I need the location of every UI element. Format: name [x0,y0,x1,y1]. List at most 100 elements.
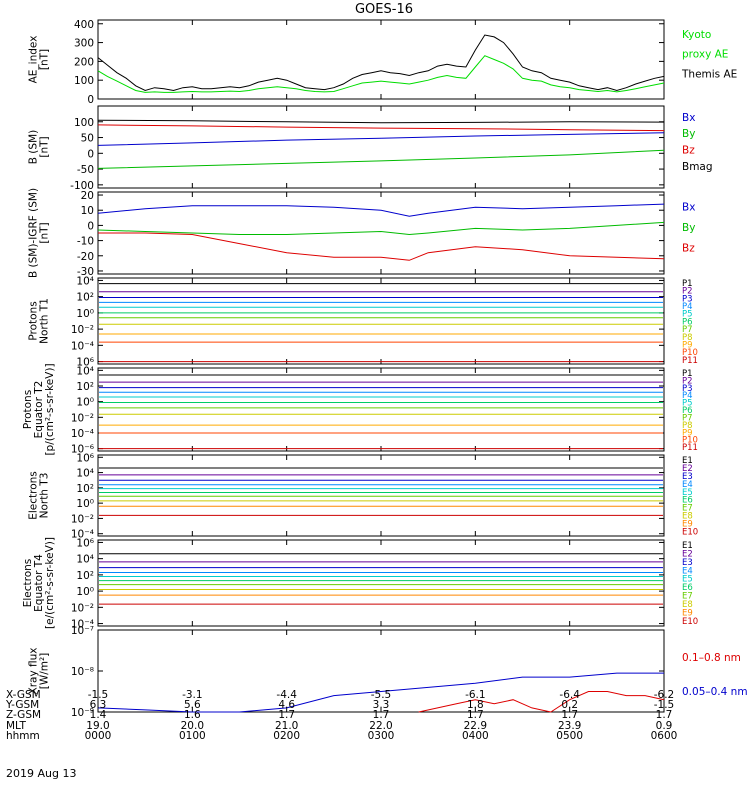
x-axis-row-label: X-GSM [6,689,41,701]
y-tick-label: 10⁻⁶ [71,444,94,456]
x-axis-value: 20.0 [181,720,204,732]
legend-label: P6 [682,317,693,327]
y-tick-label: 10⁻⁴ [71,619,94,631]
x-axis-value: 0000 [85,730,112,742]
y-tick-label: 10⁻⁴ [71,428,94,440]
y-tick-label: 10⁰ [76,498,94,510]
legend-label: E1 [682,541,693,551]
legend-label: E8 [682,512,693,522]
x-axis-value: 0600 [651,730,678,742]
panel-bigrf: -30 -20 -10 0 10 20 B (SM)-IGRF (SM)[nT] Bx By Bz [28,188,696,278]
x-axis-value: -1.5 [88,689,109,701]
legend-label: P5 [682,310,693,320]
panel-frame [97,105,665,189]
y-tick-label: 400 [74,19,94,31]
legend-label: E10 [682,617,698,627]
x-axis-value: 3.3 [373,699,390,711]
y-tick-label: 10⁻² [71,412,94,424]
x-axis-value: 0400 [462,730,489,742]
y-tick-label: 10⁶ [76,452,94,464]
series-line [97,203,665,217]
y-tick-label: -20 [77,251,94,263]
legend-label: P7 [682,325,693,335]
x-axis-value: 0.2 [561,699,578,711]
legend-label: E9 [682,520,693,530]
panel-frame [97,367,665,452]
y-tick-label: 10⁴ [76,365,94,377]
series-line [97,149,665,169]
legend-label: Bz [682,145,695,157]
panel-ae: 0 100 200 300 400 AE_index[nT] Kyoto proxy AE Th… [28,19,738,106]
panels: 0 100 200 300 400 AE_index[nT] Kyoto proxy AE Th… [22,19,748,719]
x-axis-value: 22.0 [369,720,392,732]
legend-label: P1 [682,279,693,289]
legend-label: P3 [682,294,693,304]
y-tick-label: -30 [77,266,94,278]
series-line [97,55,665,93]
x-axis-value: -3.1 [182,689,203,701]
legend-label: E10 [682,527,698,537]
legend-label: Themis AE [681,68,737,80]
y-axis-label: ElectronsNorth T3 [28,471,51,520]
legend-label: E3 [682,558,693,568]
y-tick-label: 10⁰ [76,586,94,598]
x-axis-row-label: hhmm [6,730,40,742]
legend-label: P7 [682,413,693,423]
x-axis-table: X-GSMY-GSMZ-GSMMLThhmm-1.56.31.419.00000… [5,689,677,742]
legend-label: P10 [682,348,698,358]
y-tick-label: 10⁶ [76,537,94,549]
y-tick-label: 100 [74,75,94,87]
legend-label: Bx [682,201,695,213]
y-tick-label: -50 [77,164,94,176]
series-line [97,34,665,92]
y-tick-label: 100 [74,117,94,129]
legend-label: P2 [682,287,693,297]
y-tick-label: 200 [74,56,94,68]
legend-label: 0.05–0.4 nm [682,686,748,698]
legend-label: Bz [682,242,695,254]
y-axis-label: AE_index[nT] [28,36,51,84]
x-axis-value: -6.1 [465,689,486,701]
legend-label: P9 [682,340,693,350]
legend-label: Kyoto [682,29,711,41]
legend-label: E9 [682,608,693,618]
y-tick-label: 10 [81,205,94,217]
x-axis-value: 1.8 [467,699,484,711]
legend-label: P2 [682,376,693,386]
legend-label: P8 [682,333,693,343]
panel-frame [97,454,665,537]
legend-label: E6 [682,496,693,506]
legend-label: proxy AE [682,49,728,61]
legend-label: P3 [682,384,693,394]
legend-label: E6 [682,583,693,593]
y-tick-label: 0 [87,148,94,160]
legend-label: P5 [682,399,693,409]
x-axis-value: 1.6 [184,709,201,721]
y-tick-label: 10² [76,381,94,393]
y-tick-label: 10⁻⁸ [71,666,94,678]
legend-label: E1 [682,456,693,466]
y-tick-label: 10⁶ [76,357,94,369]
y-tick-label: 10⁴ [76,468,94,480]
legend-label: P10 [682,436,698,446]
y-tick-label: 10⁴ [76,275,94,287]
x-axis-value: 1.7 [467,709,484,721]
x-axis-value: 0100 [179,730,206,742]
x-axis-value: 0300 [368,730,395,742]
y-tick-label: 300 [74,38,94,50]
legend-label: E8 [682,600,693,610]
x-axis-row-label: MLT [6,720,26,732]
legend-label: E5 [682,488,693,498]
legend-label: P8 [682,421,693,431]
legend-label: E2 [682,464,693,474]
panel-xray: 10⁻⁹ 10⁻⁸ 10⁻⁷ Xray flux[W/m²] 0.1–0.8 nm 0.0… [28,625,748,719]
y-tick-label: 10⁴ [76,554,94,566]
y-axis-label: ProtonsNorth T1 [28,298,51,344]
x-axis-value: 1.7 [373,709,390,721]
series-line [97,221,665,236]
x-axis-value: 0.9 [656,720,673,732]
x-axis-value: 5.6 [184,699,201,711]
